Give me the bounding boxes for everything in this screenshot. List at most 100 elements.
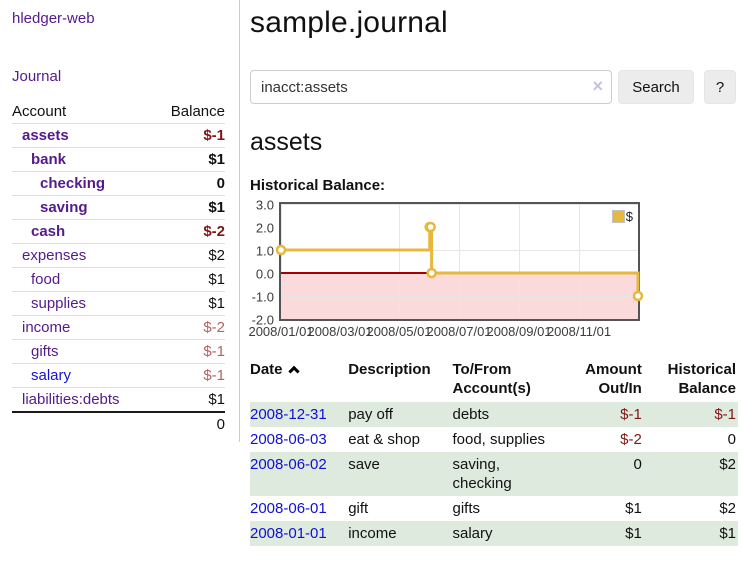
account-link-food[interactable]: food — [31, 271, 61, 288]
sort-ascending-icon — [287, 365, 300, 378]
register-account-heading: assets — [250, 128, 323, 156]
transaction-balance: $2 — [643, 452, 738, 496]
x-tick-label: 2008/05/01 — [366, 324, 432, 339]
x-tick-label: 2008/11/01 — [546, 324, 612, 339]
accounts-column-header: To/From Account(s) — [452, 361, 531, 397]
x-tick-label: 2008/09/01 — [486, 324, 552, 339]
account-link-cash[interactable]: cash — [31, 223, 66, 240]
x-tick-label: 2008/07/01 — [426, 324, 492, 339]
transaction-date-link[interactable]: 2008-06-03 — [250, 431, 327, 448]
app-root: hledger-web Journal Account Balance asse… — [0, 0, 742, 546]
account-balance: $-1 — [153, 363, 225, 388]
transaction-balance: $-1 — [643, 402, 738, 427]
accounts-total-balance: 0 — [153, 411, 225, 436]
account-row-checking: checking 0 — [12, 171, 225, 196]
transaction-description: eat & shop — [348, 431, 420, 448]
account-link-supplies[interactable]: supplies — [31, 295, 87, 312]
balance-column-header: Balance — [153, 100, 225, 124]
description-column-header: Description — [348, 361, 431, 378]
transaction-amount: $1 — [625, 500, 642, 517]
balance-step-line — [275, 221, 644, 302]
search-input[interactable] — [250, 70, 612, 104]
account-balance-table: Account Balance assets $-1 bank $1 check… — [12, 100, 225, 436]
transaction-date-link[interactable]: 2008-06-02 — [250, 456, 327, 473]
transaction-row: 2008-06-03 eat & shop food, supplies $-2… — [250, 427, 738, 452]
amount-column-header: Amount Out/In — [585, 361, 642, 397]
y-tick-label: 0.0 — [255, 266, 274, 282]
account-link-gifts[interactable]: gifts — [31, 343, 59, 360]
account-link-salary[interactable]: salary — [31, 367, 72, 384]
transaction-row: 2008-06-02 save saving, checking 0 $2 — [250, 452, 738, 496]
account-balance: $-1 — [203, 127, 225, 144]
transaction-date-link[interactable]: 2008-06-01 — [250, 500, 327, 517]
transaction-amount: 0 — [559, 452, 644, 496]
account-row-bank: bank $1 — [12, 147, 225, 172]
account-balance: $-1 — [153, 339, 225, 364]
transaction-accounts: food, supplies — [452, 431, 546, 448]
account-link-bank[interactable]: bank — [31, 151, 67, 168]
account-row-supplies: supplies $1 — [12, 291, 225, 316]
account-balance: $-2 — [153, 315, 225, 340]
legend-swatch-icon — [611, 210, 625, 223]
account-balance: $-2 — [153, 219, 225, 244]
help-button[interactable]: ? — [704, 70, 736, 104]
transaction-balance: $1 — [643, 521, 738, 546]
transaction-date-link[interactable]: 2008-12-31 — [250, 406, 327, 423]
y-tick-label: 3.0 — [255, 197, 274, 213]
account-link-saving[interactable]: saving — [40, 199, 88, 216]
transaction-amount: $1 — [559, 521, 644, 546]
historical-balance-chart: 3.0 2.0 1.0 0.0 -1.0 -2.0 2008/01/01 200… — [248, 198, 738, 342]
transaction-description: gift — [348, 500, 369, 517]
account-link-expenses[interactable]: expenses — [22, 247, 87, 264]
transaction-date-link[interactable]: 2008-01-01 — [250, 525, 327, 542]
x-tick-label: 2008/03/01 — [307, 324, 373, 339]
account-balance: $1 — [153, 387, 225, 412]
account-row-salary: salary $-1 — [12, 363, 225, 388]
transaction-description: save — [348, 452, 453, 496]
transaction-description: income — [348, 521, 453, 546]
search-box: × — [250, 70, 612, 104]
sidebar: hledger-web Journal Account Balance asse… — [0, 0, 240, 442]
account-balance: $1 — [153, 195, 225, 220]
accounts-total-row: 0 — [12, 411, 225, 436]
transaction-accounts: debts — [452, 402, 560, 427]
y-tick-label: -1.0 — [251, 289, 274, 305]
main-content: sample.journal × Search ? assets Histori… — [240, 0, 742, 546]
legend-label: $ — [625, 209, 633, 224]
account-row-food: food $1 — [12, 267, 225, 292]
sidebar-item-journal[interactable]: Journal — [12, 68, 62, 85]
y-tick-label: -2.0 — [251, 312, 274, 328]
account-row-saving: saving $1 — [12, 195, 225, 220]
account-link-assets[interactable]: assets — [22, 127, 69, 144]
account-balance: 0 — [153, 171, 225, 196]
account-link-income[interactable]: income — [22, 319, 71, 336]
account-balance: $1 — [153, 267, 225, 292]
y-tick-label: 2.0 — [255, 220, 274, 236]
balance-column-header: Historical Balance — [667, 361, 736, 397]
page-title: sample.journal — [250, 6, 448, 39]
transaction-row: 2008-06-01 gift gifts $1 $2 — [250, 496, 738, 521]
transaction-amount: $-2 — [620, 431, 642, 448]
account-row-expenses: expenses $2 — [12, 243, 225, 268]
search-form: × Search ? — [250, 70, 738, 104]
transaction-row: 2008-12-31 pay off debts $-1 $-1 — [250, 402, 738, 427]
transaction-row: 2008-01-01 income salary $1 $1 — [250, 521, 738, 546]
account-row-income: income $-2 — [12, 315, 225, 340]
account-column-header: Account — [12, 100, 154, 124]
transaction-accounts: salary — [452, 521, 560, 546]
x-tick-label: 2008/01/01 — [248, 324, 314, 339]
chart-plot-area: $ — [275, 202, 644, 321]
account-balance: $1 — [153, 291, 225, 316]
y-tick-label: 1.0 — [255, 243, 274, 259]
transaction-description: pay off — [348, 402, 453, 427]
transaction-amount: $-1 — [559, 402, 644, 427]
account-link-liabilities-debts[interactable]: liabilities:debts — [22, 391, 120, 408]
brand-link[interactable]: hledger-web — [12, 10, 95, 27]
chart-legend: $ — [611, 209, 633, 224]
transaction-accounts: saving, checking — [452, 452, 560, 496]
search-button[interactable]: Search — [618, 70, 694, 104]
date-column-header[interactable]: Date — [250, 358, 348, 402]
account-balance: $1 — [153, 147, 225, 172]
account-link-checking[interactable]: checking — [40, 175, 106, 192]
clear-search-icon[interactable]: × — [592, 76, 603, 96]
